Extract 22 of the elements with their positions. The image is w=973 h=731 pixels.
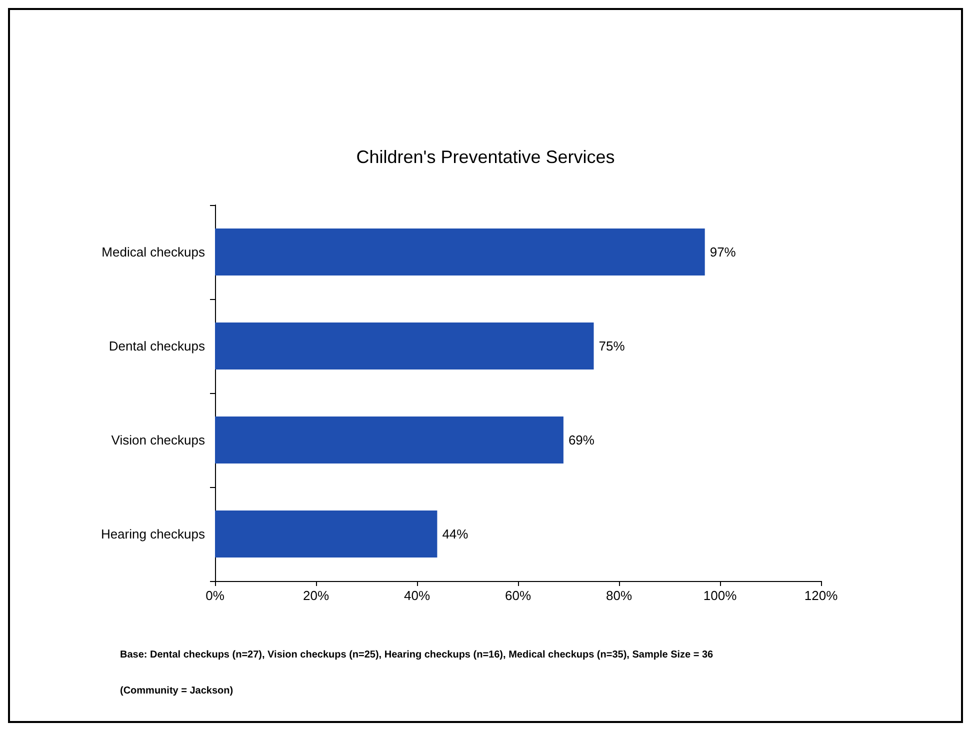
- x-tick-label: 120%: [804, 588, 838, 603]
- data-label: 75%: [598, 338, 626, 354]
- x-tick-label: 40%: [404, 588, 430, 603]
- y-tick-label: Medical checkups: [102, 244, 206, 260]
- x-tick-label: 100%: [703, 588, 738, 603]
- bar: [215, 322, 594, 370]
- data-label: 69%: [568, 432, 595, 448]
- y-tick-label: Vision checkups: [111, 432, 206, 448]
- bar: [215, 510, 438, 558]
- x-tick-label: 60%: [504, 588, 532, 603]
- y-tick-label: Dental checkups: [108, 338, 206, 354]
- x-tick-label: 20%: [302, 588, 330, 603]
- text: (Community = Jackson): [120, 686, 234, 696]
- y-tick-label: Hearing checkups: [100, 526, 206, 542]
- bar: [215, 416, 564, 464]
- text: Base: Dental checkups (n=27), Vision checkups (n=25), Hearing checkups (n=16), Medical checkups (n=35), Sample Size = 36: [120, 650, 714, 660]
- chart-title: Children's Preventative Services: [356, 147, 615, 167]
- x-tick-label: 80%: [606, 588, 632, 603]
- data-label: 97%: [710, 244, 736, 260]
- data-label: 44%: [442, 526, 469, 542]
- bar: [215, 228, 705, 276]
- x-tick-label: 0%: [206, 588, 225, 603]
